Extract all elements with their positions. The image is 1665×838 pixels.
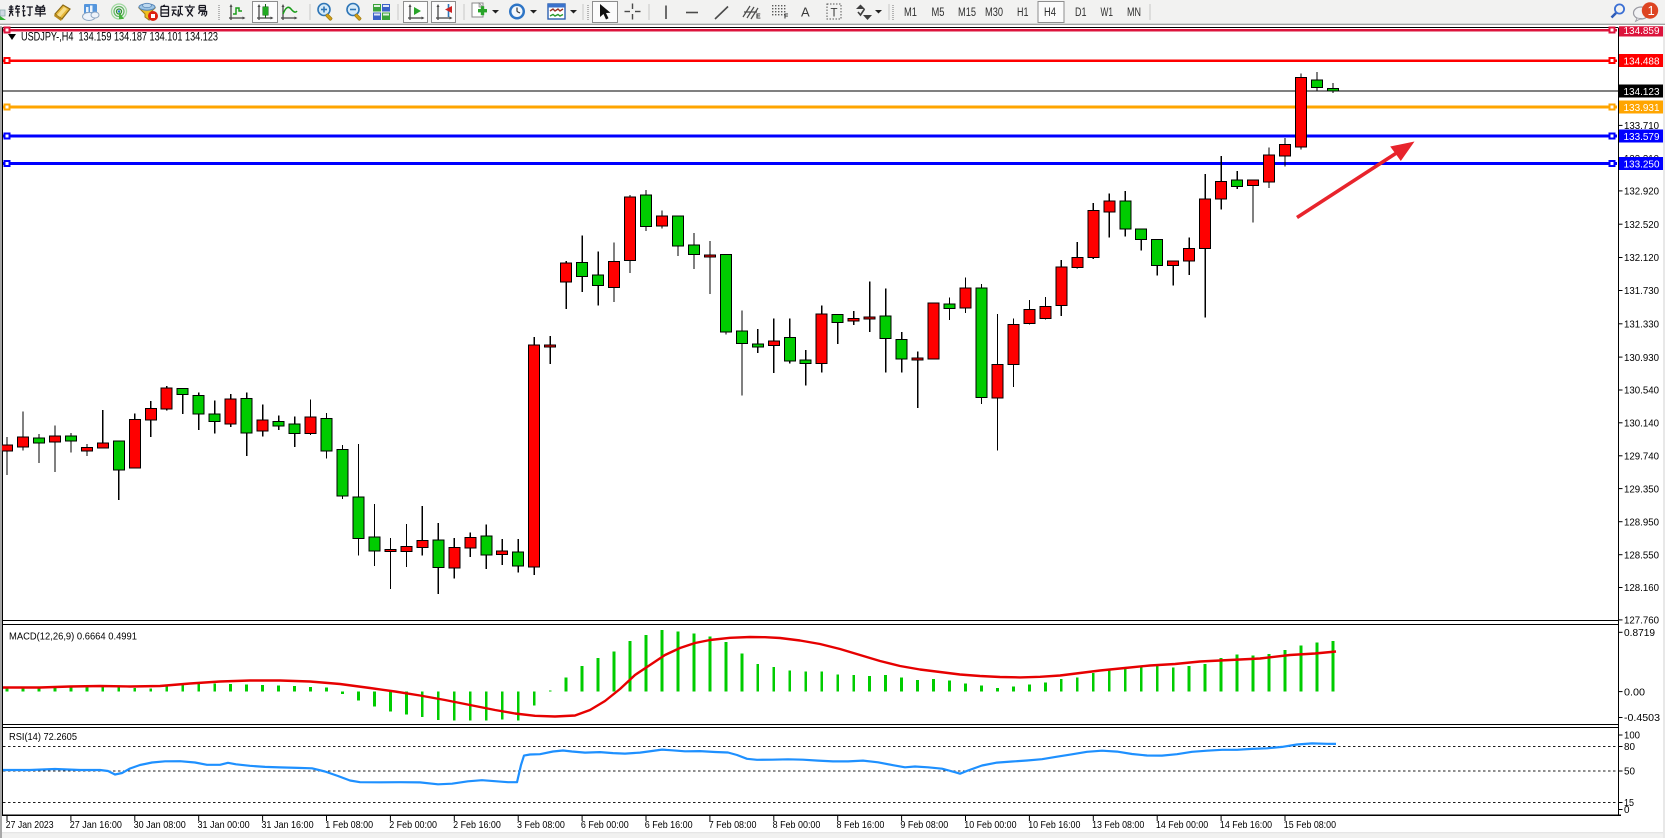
svg-text:-0.4503: -0.4503 [1624,712,1660,724]
svg-text:31 Jan 00:00: 31 Jan 00:00 [198,819,250,831]
svg-text:MN: MN [1127,7,1141,19]
svg-text:133.931: 133.931 [1624,102,1660,114]
svg-text:8 Feb 16:00: 8 Feb 16:00 [837,819,885,831]
svg-text:134.123: 134.123 [1624,86,1660,98]
svg-text:13 Feb 08:00: 13 Feb 08:00 [1092,819,1144,831]
svg-text:H4: H4 [1044,7,1056,19]
svg-text:7 Feb 08:00: 7 Feb 08:00 [709,819,757,831]
svg-text:132.520: 132.520 [1624,219,1659,231]
svg-text:RSI(14) 72.2605: RSI(14) 72.2605 [9,731,77,743]
svg-text:133.710: 133.710 [1624,120,1659,132]
svg-text:0: 0 [1624,804,1630,816]
svg-text:128.160: 128.160 [1624,582,1659,594]
svg-text:127.760: 127.760 [1624,615,1659,627]
svg-text:10 Feb 16:00: 10 Feb 16:00 [1028,819,1080,831]
svg-text:2 Feb 16:00: 2 Feb 16:00 [453,819,501,831]
svg-text:A: A [801,5,810,20]
svg-text:D1: D1 [1075,7,1087,19]
svg-text:2 Feb 00:00: 2 Feb 00:00 [389,819,437,831]
svg-text:6 Feb 00:00: 6 Feb 00:00 [581,819,629,831]
svg-text:M30: M30 [985,7,1003,19]
svg-text:129.740: 129.740 [1624,451,1659,463]
svg-text:15: 15 [1624,797,1634,809]
svg-text:T: T [831,8,838,20]
svg-text:W1: W1 [1101,7,1114,19]
svg-text:M15: M15 [958,7,976,19]
svg-text:130.540: 130.540 [1624,385,1659,397]
svg-text:1: 1 [1648,3,1655,18]
svg-text:27 Jan 16:00: 27 Jan 16:00 [70,819,122,831]
svg-text:0.8719: 0.8719 [1624,627,1655,639]
svg-text:50: 50 [1624,766,1635,778]
svg-text:128.950: 128.950 [1624,516,1659,528]
svg-text:31 Jan 16:00: 31 Jan 16:00 [261,819,313,831]
svg-text:132.920: 132.920 [1624,186,1659,198]
svg-text:27 Jan 2023: 27 Jan 2023 [6,819,54,831]
svg-text:6 Feb 16:00: 6 Feb 16:00 [645,819,693,831]
svg-text:E: E [756,14,761,21]
svg-text:130.140: 130.140 [1624,418,1659,430]
svg-text:133.250: 133.250 [1624,158,1660,170]
svg-text:8 Feb 00:00: 8 Feb 00:00 [773,819,821,831]
svg-text:H1: H1 [1017,7,1029,19]
svg-text:128.550: 128.550 [1624,549,1659,561]
svg-text:80: 80 [1624,741,1635,753]
svg-text:1 Feb 08:00: 1 Feb 08:00 [325,819,373,831]
svg-text:134.488: 134.488 [1624,55,1660,67]
svg-text:M5: M5 [932,7,945,19]
svg-text:131.330: 131.330 [1624,319,1659,331]
svg-text:14 Feb 16:00: 14 Feb 16:00 [1220,819,1272,831]
svg-text:3 Feb 08:00: 3 Feb 08:00 [517,819,565,831]
svg-text:9 Feb 08:00: 9 Feb 08:00 [900,819,948,831]
svg-text:129.350: 129.350 [1624,483,1659,495]
svg-text:0.00: 0.00 [1624,686,1645,698]
svg-text:10 Feb 00:00: 10 Feb 00:00 [964,819,1016,831]
svg-text:MACD(12,26,9) 0.6664 0.4991: MACD(12,26,9) 0.6664 0.4991 [9,631,137,643]
svg-text:130.930: 130.930 [1624,352,1659,364]
svg-text:100: 100 [1624,730,1640,742]
svg-text:133.579: 133.579 [1624,131,1660,143]
svg-text:14 Feb 00:00: 14 Feb 00:00 [1156,819,1208,831]
svg-text:F: F [784,14,789,21]
svg-text:134.859: 134.859 [1624,25,1660,37]
svg-text:30 Jan 08:00: 30 Jan 08:00 [134,819,186,831]
svg-text:131.730: 131.730 [1624,285,1659,297]
svg-text:132.120: 132.120 [1624,252,1659,264]
svg-text:USDJPY-,H4 134.159 134.187 13: USDJPY-,H4 134.159 134.187 134.101 134.1… [21,32,218,44]
svg-text:M1: M1 [904,7,917,19]
svg-text:15 Feb 08:00: 15 Feb 08:00 [1284,819,1336,831]
